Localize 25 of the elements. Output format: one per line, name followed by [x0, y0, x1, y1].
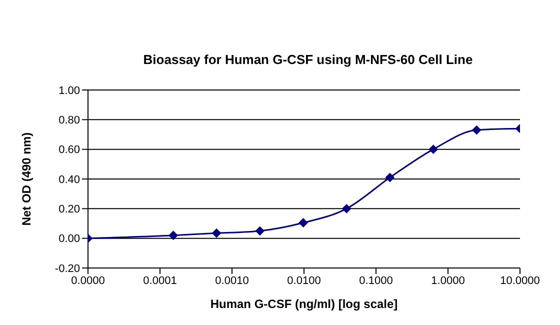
- y-axis-title: Net OD (490 nm): [19, 132, 34, 226]
- x-tick-label: 1.0000: [431, 274, 465, 287]
- y-tick-label: 1.00: [58, 84, 80, 97]
- y-tick-label: 0.20: [58, 204, 80, 216]
- y-tick-label: -0.20: [54, 262, 80, 275]
- point: [385, 173, 394, 182]
- point: [298, 218, 308, 228]
- point: [342, 204, 352, 214]
- x-axis-title: Human G-CSF (ng/ml) [log scale]: [210, 297, 398, 311]
- y-tick-label: 0.40: [58, 174, 80, 186]
- point: [212, 228, 222, 238]
- point: [428, 144, 438, 154]
- y-tick-label: 0.60: [58, 144, 80, 156]
- point: [472, 126, 482, 135]
- x-tick-label: 0.1000: [359, 274, 393, 287]
- x-tick-label: 0.0010: [215, 274, 249, 287]
- point: [168, 230, 178, 240]
- point: [255, 226, 264, 236]
- y-tick-label: 0.00: [58, 233, 80, 246]
- x-tick-label: 0.0001: [143, 274, 177, 287]
- y-tick-label: 0.80: [58, 114, 80, 127]
- x-tick-label: 0.0000: [71, 274, 105, 287]
- x-tick-label: 10.0000: [500, 274, 540, 287]
- x-tick-label: 0.0100: [287, 274, 321, 287]
- chart-title: Bioassay for Human G-CSF using M-NFS-60 Cell Line: [142, 52, 474, 67]
